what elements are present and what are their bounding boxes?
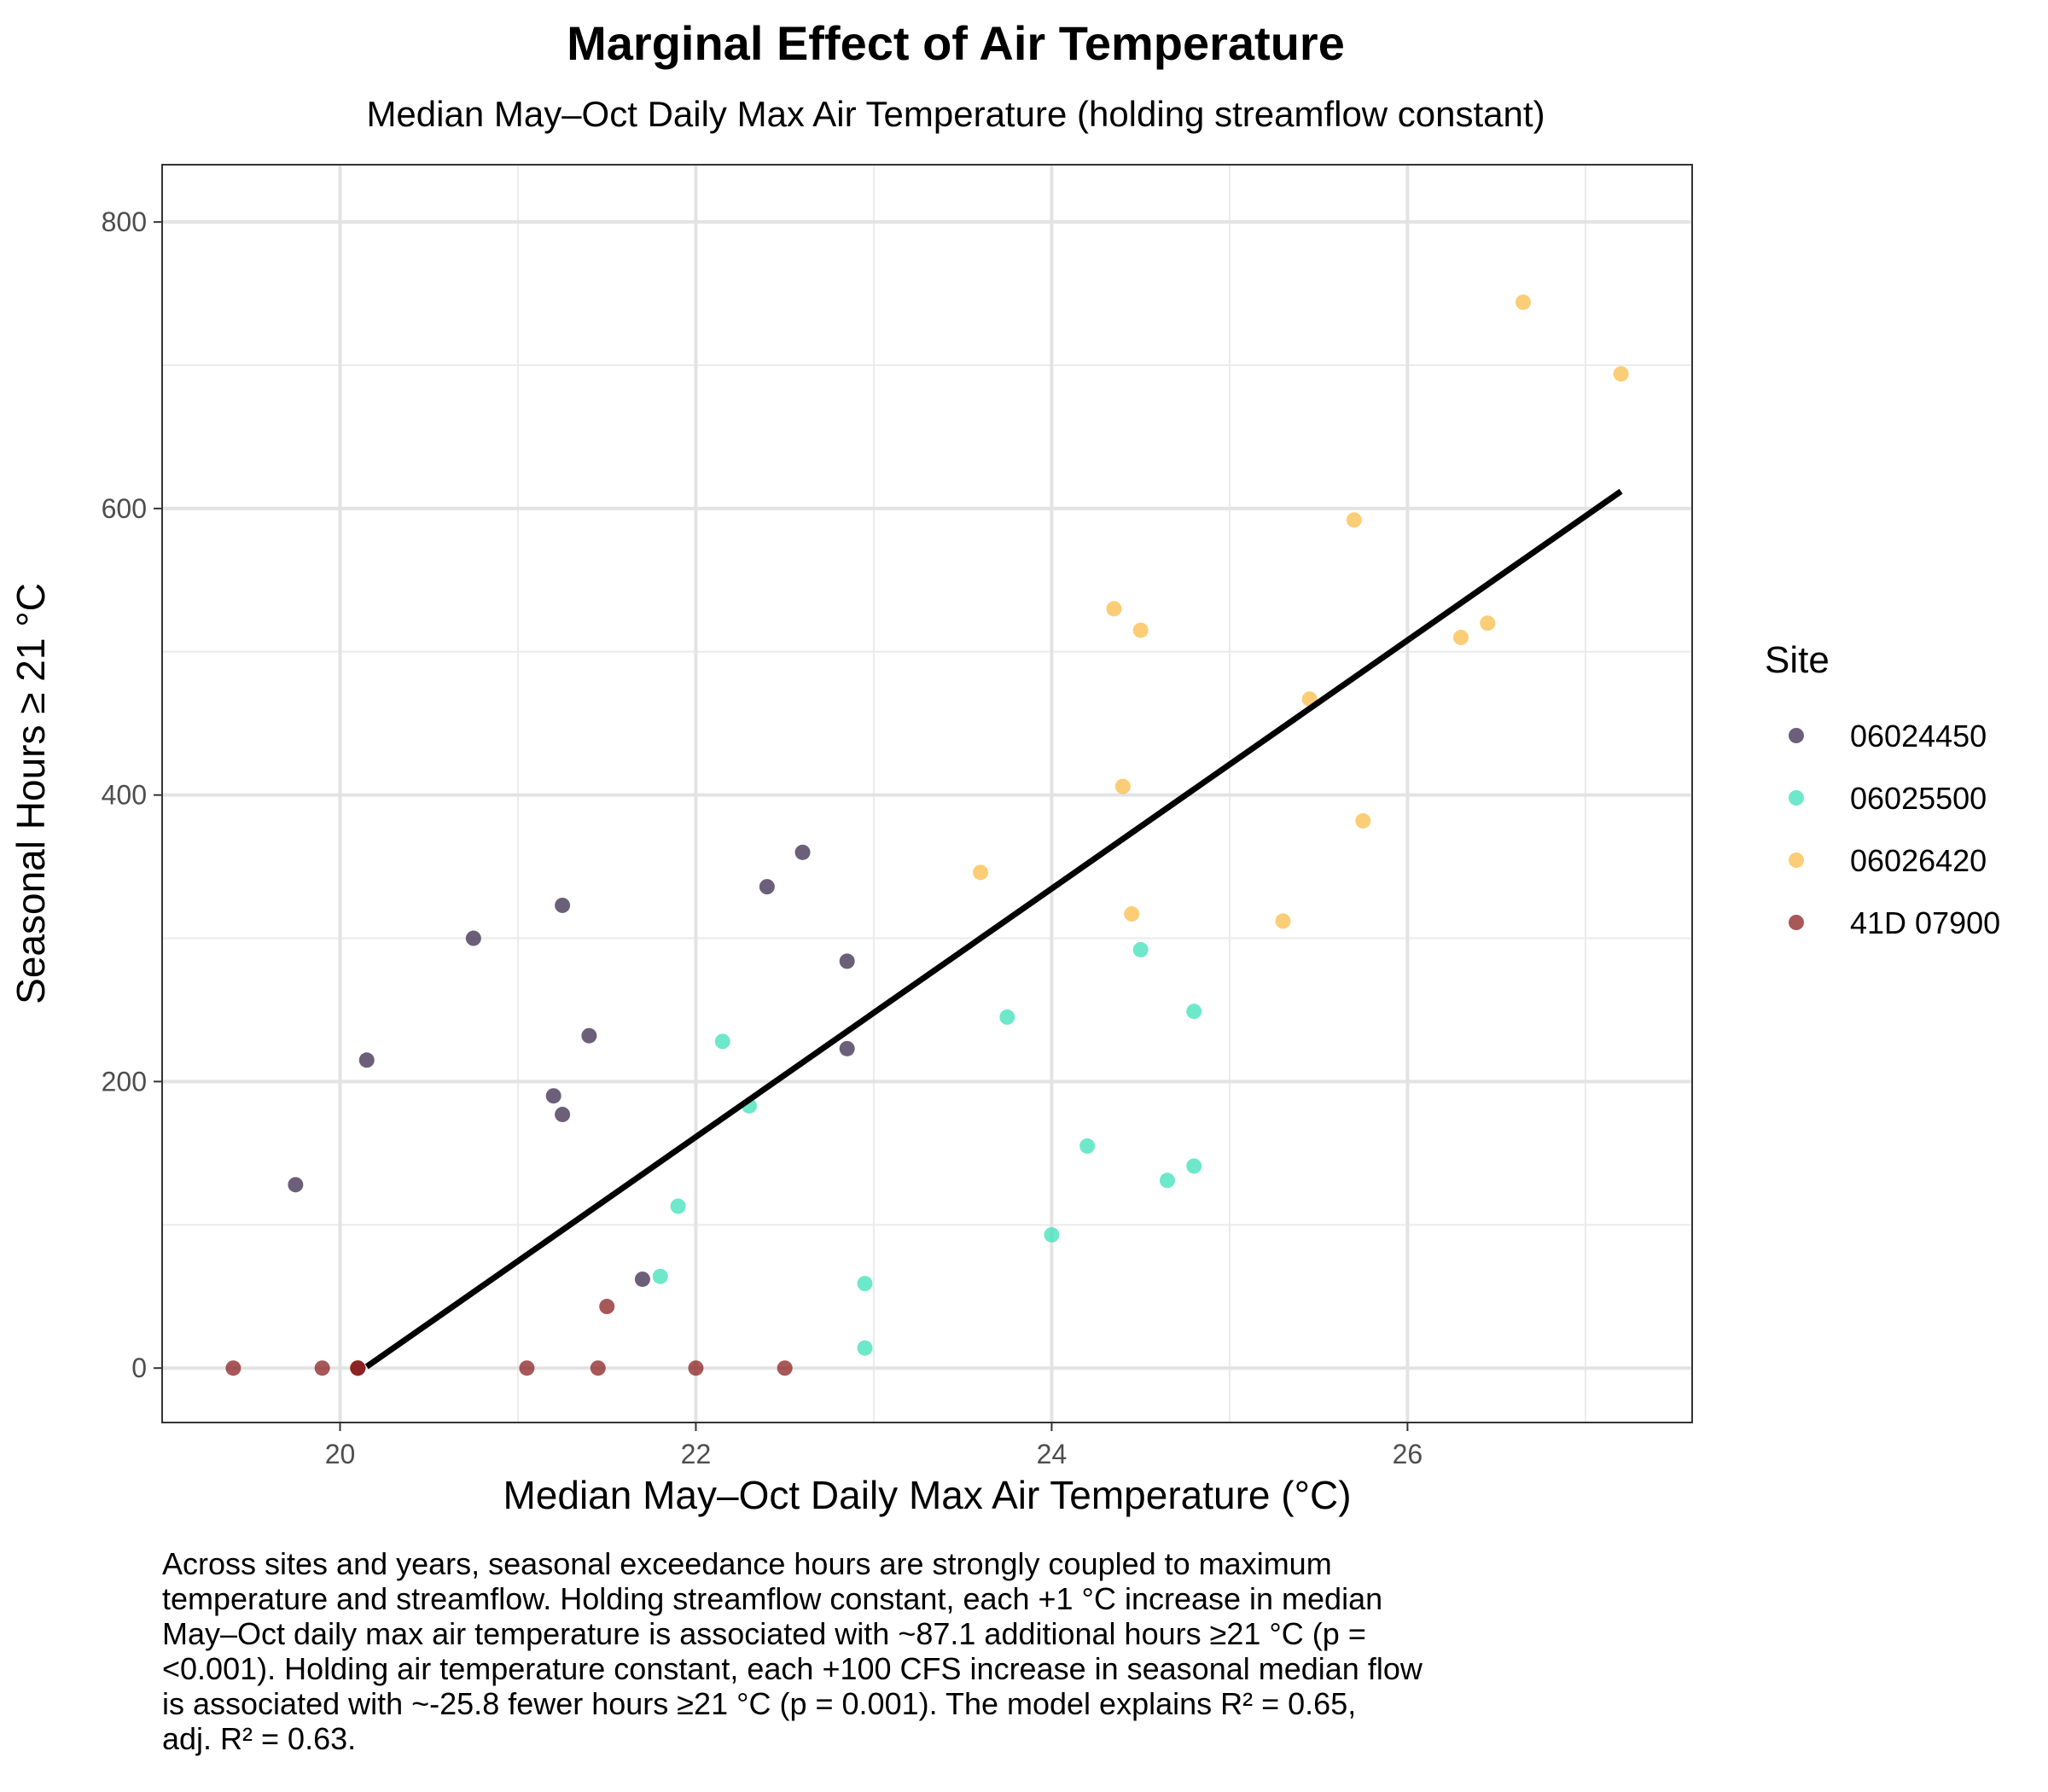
- x-axis-title: Median May–Oct Daily Max Air Temperature…: [503, 1473, 1351, 1517]
- data-point: [555, 897, 571, 913]
- legend-title: Site: [1765, 639, 1830, 681]
- data-point: [634, 1271, 650, 1288]
- data-point: [1452, 630, 1469, 646]
- legend-label: 41D 07900: [1850, 905, 2000, 940]
- legend-label: 06024450: [1850, 719, 1987, 753]
- chart-title: Marginal Effect of Air Temperature: [567, 16, 1345, 70]
- data-point: [1346, 512, 1362, 528]
- data-point: [1613, 366, 1629, 382]
- data-point: [1124, 906, 1140, 922]
- data-point: [759, 879, 775, 895]
- data-point: [777, 1360, 793, 1376]
- data-point: [358, 1052, 375, 1068]
- data-point: [1132, 941, 1149, 957]
- data-point: [1515, 294, 1531, 311]
- legend-key: [1789, 790, 1804, 806]
- data-point: [350, 1360, 366, 1376]
- legend-label: 06026420: [1850, 843, 1987, 878]
- data-point: [581, 1027, 597, 1044]
- data-point: [1480, 615, 1496, 631]
- data-point: [1044, 1227, 1060, 1243]
- legend-key: [1789, 728, 1804, 743]
- data-point: [1132, 622, 1149, 638]
- x-tick-label: 24: [1037, 1439, 1068, 1469]
- chart-subtitle: Median May–Oct Daily Max Air Temperature…: [366, 94, 1545, 134]
- y-tick-label: 0: [131, 1353, 147, 1383]
- data-point: [1106, 601, 1122, 617]
- y-tick-label: 600: [102, 493, 147, 524]
- data-point: [545, 1088, 561, 1104]
- legend-key: [1789, 852, 1804, 868]
- data-point: [839, 953, 855, 969]
- data-point: [688, 1360, 704, 1376]
- data-point: [714, 1033, 730, 1050]
- axes: 20 22 24 26 0 200 400 600 800: [102, 207, 1423, 1469]
- data-point: [670, 1198, 686, 1214]
- data-point: [314, 1360, 330, 1376]
- data-point: [794, 844, 811, 860]
- data-point: [973, 864, 989, 881]
- y-tick-label: 400: [102, 780, 147, 811]
- x-tick-label: 26: [1393, 1439, 1423, 1469]
- fit-line-group: [364, 488, 1623, 1370]
- data-point: [1275, 913, 1291, 929]
- data-point: [465, 930, 481, 946]
- caption: Across sites and years, seasonal exceeda…: [162, 1546, 1423, 1756]
- y-tick-label: 200: [102, 1066, 147, 1097]
- data-point: [1114, 778, 1131, 794]
- data-point: [1159, 1172, 1175, 1189]
- data-point: [1186, 1004, 1202, 1020]
- data-point: [839, 1040, 855, 1056]
- x-tick-label: 22: [681, 1439, 712, 1469]
- legend-label: 06025500: [1850, 781, 1987, 816]
- data-points: [225, 294, 1629, 1376]
- x-tick-label: 20: [325, 1439, 356, 1469]
- y-axis-title: Seasonal Hours ≥ 21 °C: [9, 583, 53, 1004]
- data-point: [1079, 1137, 1096, 1154]
- data-point: [519, 1360, 535, 1376]
- legend-key: [1789, 915, 1804, 930]
- legend: Site 06024450 06025500 06026420 41D 07900: [1765, 639, 2000, 940]
- data-point: [857, 1276, 873, 1292]
- data-point: [1355, 812, 1371, 829]
- data-point: [599, 1299, 615, 1315]
- data-point: [999, 1009, 1015, 1025]
- chart-svg: 20 22 24 26 0 200 400 600 800 Median May–Oct Dai…: [9, 164, 2000, 1517]
- data-point: [652, 1268, 668, 1284]
- data-point: [857, 1340, 873, 1356]
- data-point: [288, 1177, 304, 1193]
- data-point: [555, 1107, 571, 1123]
- fit-line: [364, 488, 1623, 1370]
- grid: [162, 165, 1692, 1423]
- data-point: [590, 1360, 606, 1376]
- y-tick-label: 800: [102, 207, 147, 237]
- data-point: [225, 1360, 241, 1376]
- data-point: [1186, 1158, 1202, 1174]
- panel-border: [161, 164, 1693, 1423]
